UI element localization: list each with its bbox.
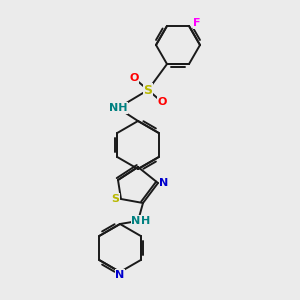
Text: S: S <box>111 194 119 204</box>
Text: NH: NH <box>109 103 127 113</box>
Text: F: F <box>193 18 201 28</box>
Text: S: S <box>143 83 152 97</box>
Text: N: N <box>131 216 141 226</box>
Text: O: O <box>129 73 139 83</box>
Text: H: H <box>141 216 151 226</box>
Text: N: N <box>159 178 169 188</box>
Text: N: N <box>116 270 124 280</box>
Text: O: O <box>157 97 167 107</box>
